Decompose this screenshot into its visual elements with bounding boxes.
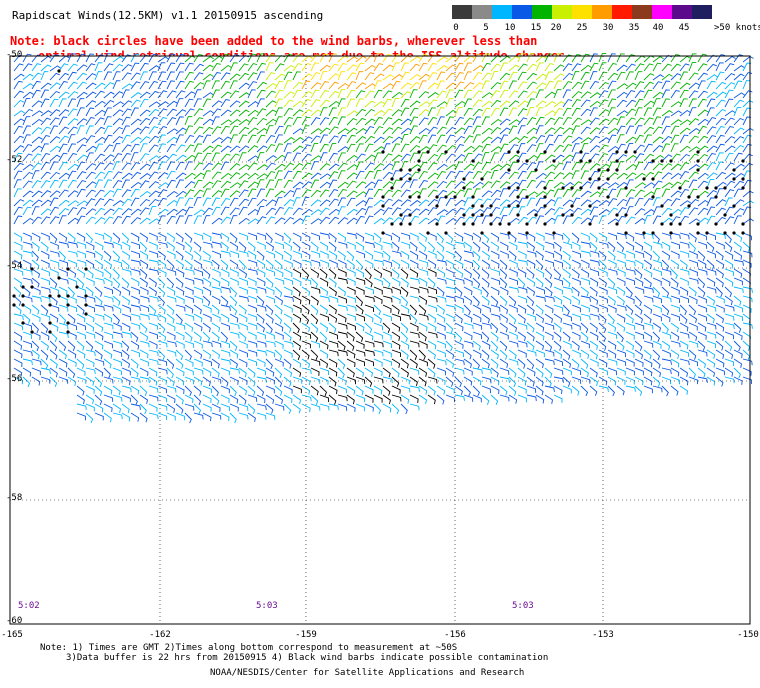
lat-label-54s: -54 <box>6 261 23 271</box>
colorbar-swatch <box>652 5 672 19</box>
colorbar-swatch <box>552 5 572 19</box>
colorbar-swatch <box>592 5 612 19</box>
colorbar-swatch <box>452 5 472 19</box>
lon-label-162w: -162 <box>149 630 171 640</box>
lat-label-52s: -52 <box>6 155 23 165</box>
colorbar-swatch <box>532 5 552 19</box>
colorbar-label: >50 knots <box>714 23 760 33</box>
map-title: Rapidscat Winds(12.5KM) v1.1 20150915 as… <box>12 9 324 22</box>
quality-note-line1: Note: black circles have been added to t… <box>10 34 538 48</box>
colorbar-swatch <box>612 5 632 19</box>
colorbar-label: 0 <box>453 23 459 33</box>
colorbar-label: 20 <box>550 23 562 33</box>
lon-label-153w: -153 <box>592 630 614 640</box>
colorbar-label: 5 <box>483 23 489 33</box>
footer-note-1: Note: 1) Times are GMT 2)Times along bot… <box>40 643 458 653</box>
lon-label-159w: -159 <box>295 630 317 640</box>
colorbar-label: 10 <box>504 23 516 33</box>
colorbar-label: 40 <box>652 23 664 33</box>
lon-label-165w: -165 <box>1 630 23 640</box>
colorbar-swatch <box>672 5 692 19</box>
lon-label-156w: -156 <box>444 630 466 640</box>
colorbar-swatch <box>572 5 592 19</box>
lat-label-50s: -50 <box>6 50 23 60</box>
colorbar-swatch <box>492 5 512 19</box>
colorbar-label: 35 <box>628 23 640 33</box>
lon-label-150w: -150 <box>737 630 759 640</box>
time-label: 5:03 <box>256 601 278 611</box>
time-label: 5:03 <box>512 601 534 611</box>
colorbar-swatch <box>692 5 712 19</box>
colorbar-label: 15 <box>530 23 542 33</box>
footer-note-2: 3)Data buffer is 22 hrs from 20150915 4)… <box>66 653 549 663</box>
colorbar-label: 30 <box>602 23 614 33</box>
colorbar-swatch <box>632 5 652 19</box>
lat-label-60s: -60 <box>6 616 23 626</box>
footer-credit: NOAA/NESDIS/Center for Satellite Applica… <box>210 668 525 678</box>
colorbar-label: 25 <box>576 23 588 33</box>
colorbar-swatch <box>512 5 532 19</box>
time-label: 5:02 <box>18 601 40 611</box>
colorbar-swatch <box>472 5 492 19</box>
lat-label-56s: -56 <box>6 374 23 384</box>
colorbar-label: 45 <box>678 23 690 33</box>
lat-label-58s: -58 <box>6 493 23 503</box>
